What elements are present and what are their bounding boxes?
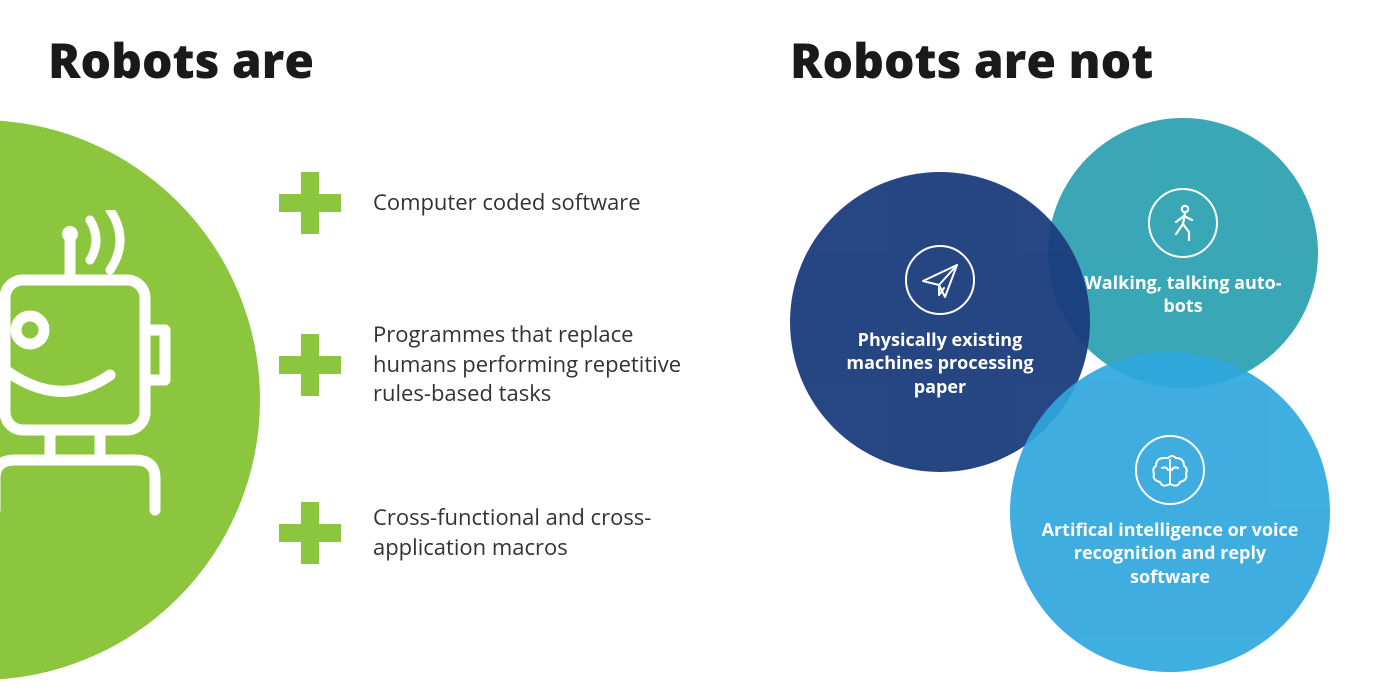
walking-person-icon — [1162, 202, 1204, 244]
brain-icon — [1148, 448, 1192, 492]
plus-icon — [275, 168, 345, 238]
paper-plane-icon — [919, 259, 961, 301]
left-heading: Robots are — [48, 28, 314, 93]
venn-circle: Artifical intelligence or voice recognit… — [1010, 352, 1330, 672]
venn-icon-ring — [905, 245, 975, 315]
feature-text: Cross-functional and cross-application m… — [373, 503, 713, 562]
venn-label: Artifical intelligence or voice recognit… — [1010, 519, 1330, 589]
feature-text: Programmes that replace humans performin… — [373, 320, 713, 409]
plus-icon — [275, 330, 345, 400]
feature-row: Computer coded software — [275, 168, 641, 238]
venn-icon-ring — [1148, 188, 1218, 258]
robot-icon — [0, 210, 180, 570]
venn-label: Physically existing machines processing … — [790, 329, 1090, 399]
right-heading: Robots are not — [790, 28, 1153, 93]
plus-icon — [275, 498, 345, 568]
feature-row: Programmes that replace humans performin… — [275, 320, 713, 409]
feature-row: Cross-functional and cross-application m… — [275, 498, 713, 568]
feature-text: Computer coded software — [373, 188, 641, 218]
venn-icon-ring — [1135, 435, 1205, 505]
